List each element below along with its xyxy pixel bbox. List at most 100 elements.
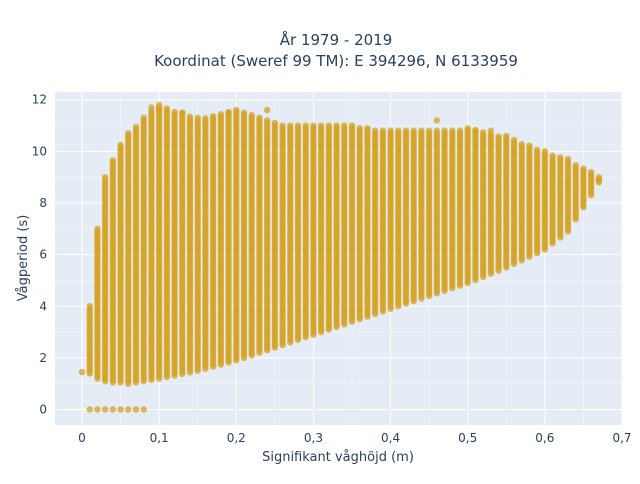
- data-point: [148, 104, 155, 111]
- x-tick-label: 0,2: [227, 431, 246, 445]
- data-point: [132, 123, 140, 131]
- data-point: [433, 117, 441, 124]
- x-tick-label: 0,7: [612, 431, 631, 445]
- y-tick-label: 0: [39, 403, 47, 417]
- data-point: [155, 101, 163, 109]
- data-point: [248, 112, 255, 119]
- data-point: [279, 122, 286, 129]
- y-tick-label: 8: [39, 196, 47, 210]
- data-point: [402, 127, 410, 134]
- data-point: [364, 124, 371, 132]
- data-point: [302, 122, 309, 129]
- data-point: [263, 106, 271, 114]
- data-point: [526, 142, 533, 149]
- data-point: [86, 303, 93, 310]
- data-point: [395, 127, 402, 134]
- data-point: [202, 115, 209, 122]
- data-point: [94, 225, 101, 233]
- data-point: [325, 122, 333, 129]
- data-point: [518, 140, 525, 148]
- data-point: [472, 127, 479, 134]
- data-point: [533, 146, 541, 154]
- y-tick-label: 10: [32, 144, 47, 158]
- data-point: [317, 122, 325, 129]
- data-point: [487, 127, 495, 134]
- data-point: [194, 114, 201, 122]
- data-point: [256, 114, 263, 122]
- data-point: [233, 106, 240, 114]
- data-point: [418, 127, 425, 134]
- data-point: [287, 122, 294, 129]
- data-point: [449, 127, 456, 134]
- data-point: [410, 127, 417, 134]
- data-point: [294, 122, 302, 129]
- data-point: [310, 122, 317, 129]
- data-point: [263, 117, 271, 124]
- data-point: [510, 136, 518, 144]
- data-point: [132, 406, 140, 413]
- data-point: [125, 130, 132, 137]
- data-point: [117, 141, 124, 149]
- data-point: [86, 406, 93, 413]
- data-point: [109, 406, 117, 413]
- data-point: [163, 105, 171, 112]
- data-point: [456, 127, 464, 134]
- data-point: [564, 179, 572, 186]
- data-points: [78, 101, 603, 413]
- data-point: [595, 176, 603, 183]
- data-point: [495, 133, 502, 140]
- y-tick-label: 4: [39, 299, 47, 313]
- data-point: [557, 154, 564, 161]
- x-axis-title: Signifikant våghöjd (m): [262, 450, 414, 465]
- data-point: [356, 124, 363, 132]
- data-point: [101, 173, 109, 181]
- data-point: [101, 406, 109, 413]
- data-point: [341, 122, 348, 129]
- data-point: [217, 111, 225, 118]
- data-point: [387, 127, 394, 134]
- data-point: [225, 109, 232, 116]
- data-point: [140, 406, 147, 413]
- data-point: [580, 165, 587, 172]
- data-point: [479, 129, 487, 136]
- data-point: [155, 106, 163, 114]
- data-point: [541, 148, 549, 155]
- data-point: [587, 168, 595, 176]
- chart-title-line-2: Koordinat (Sweref 99 TM): E 394296, N 61…: [154, 52, 518, 70]
- data-point: [117, 406, 124, 413]
- y-tick-label: 6: [39, 248, 47, 262]
- x-tick-label: 0: [78, 431, 86, 445]
- data-point: [179, 109, 186, 116]
- data-point: [333, 122, 340, 129]
- data-point: [464, 124, 471, 132]
- data-point: [140, 114, 147, 122]
- data-point: [109, 157, 117, 164]
- data-point: [186, 113, 194, 120]
- data-point: [379, 127, 387, 134]
- x-tick-label: 0,1: [150, 431, 169, 445]
- data-point: [441, 127, 448, 134]
- data-point: [348, 122, 356, 129]
- data-point: [209, 113, 217, 120]
- data-point: [510, 148, 518, 155]
- data-point: [78, 368, 86, 376]
- chart-title-line-1: År 1979 - 2019: [280, 30, 393, 49]
- x-tick-label: 0,3: [304, 431, 323, 445]
- y-tick-label: 2: [39, 351, 47, 365]
- data-point: [94, 406, 101, 413]
- x-tick-label: 0,4: [381, 431, 400, 445]
- data-point: [371, 127, 379, 134]
- data-point: [425, 127, 433, 134]
- data-point: [271, 119, 279, 127]
- data-point: [171, 108, 178, 116]
- data-point: [564, 155, 572, 163]
- y-axis-title: Vågperiod (s): [16, 215, 31, 302]
- data-point: [572, 161, 579, 169]
- data-point: [125, 406, 132, 413]
- data-point: [433, 127, 441, 134]
- x-tick-label: 0,5: [458, 431, 477, 445]
- x-tick-label: 0,6: [535, 431, 554, 445]
